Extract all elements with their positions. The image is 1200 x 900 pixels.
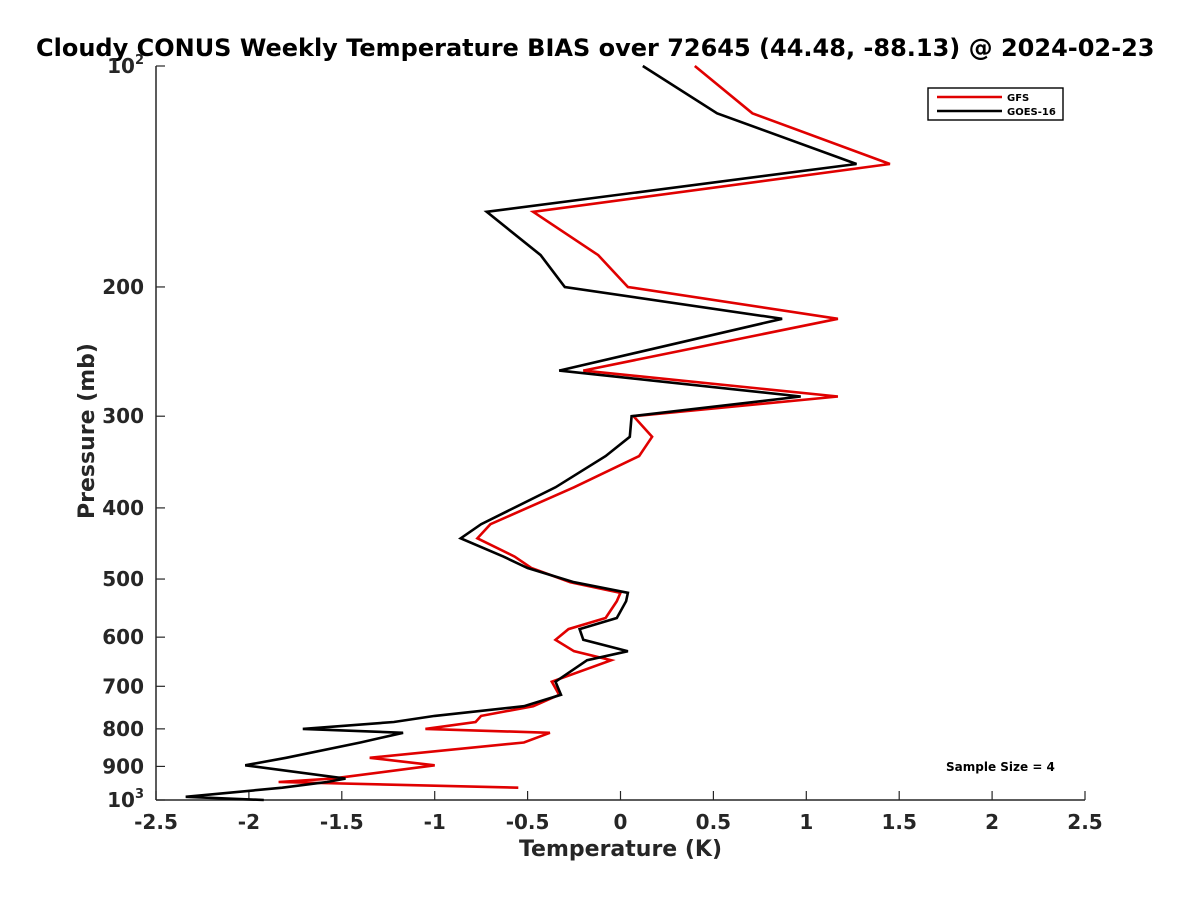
y-axis-label: Pressure (mb) [75, 343, 100, 519]
legend-box [927, 87, 1064, 121]
chart-title: Cloudy CONUS Weekly Temperature BIAS ove… [36, 34, 1154, 62]
series-line-gfs [278, 64, 891, 789]
y-tick-label: 400 [102, 496, 144, 520]
sample-size-annotation: Sample Size = 4 [946, 760, 1055, 774]
x-tick-label: 1.5 [881, 810, 916, 834]
legend: GFS GOES-16 [927, 87, 1064, 121]
x-tick-label: -1 [424, 810, 446, 834]
x-tick-label: 2 [985, 810, 999, 834]
y-tick-label: 102 [107, 53, 144, 78]
series-layer [185, 64, 891, 802]
x-tick-label: -0.5 [506, 810, 550, 834]
axes: -2.5 -2 -1.5 -1 -0.5 0 0.5 1 1.5 2 2.5 102 200 300 400… [102, 53, 1102, 834]
x-tick-label: 2.5 [1067, 810, 1102, 834]
y-tick-label: 900 [102, 754, 144, 778]
y-tick-label: 103 [107, 787, 144, 812]
y-tick-label: 500 [102, 567, 144, 591]
x-tick-label: -2 [238, 810, 260, 834]
x-axis-label: Temperature (K) [519, 837, 722, 862]
y-tick-label: 300 [102, 404, 144, 428]
x-tick-label: 1 [799, 810, 813, 834]
y-tick-label: 700 [102, 674, 144, 698]
y-tick-label: 800 [102, 717, 144, 741]
legend-label-gfs: GFS [1007, 93, 1029, 104]
legend-label-goes-16: GOES-16 [1007, 107, 1056, 118]
y-tick-label: 200 [102, 275, 144, 299]
x-tick-label: 0.5 [696, 810, 731, 834]
series-line-goes-16 [185, 64, 857, 802]
x-tick-label: -1.5 [320, 810, 364, 834]
y-tick-label: 600 [102, 625, 144, 649]
x-tick-label: 0 [614, 810, 628, 834]
x-tick-label: -2.5 [134, 810, 178, 834]
